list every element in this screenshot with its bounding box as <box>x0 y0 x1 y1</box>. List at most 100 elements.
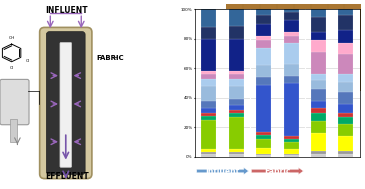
Text: Cl: Cl <box>9 66 14 70</box>
Bar <box>311 74 326 80</box>
Text: Effluent: Effluent <box>315 167 349 176</box>
Bar <box>229 113 244 117</box>
Bar <box>311 113 326 122</box>
Bar <box>256 40 271 48</box>
Bar <box>229 149 244 153</box>
Bar <box>338 154 353 157</box>
Bar <box>338 15 353 30</box>
Bar <box>229 110 244 113</box>
Bar <box>338 113 353 117</box>
Bar <box>229 9 244 26</box>
Bar <box>201 120 216 149</box>
FancyBboxPatch shape <box>186 0 365 117</box>
Bar <box>284 139 299 142</box>
Bar <box>229 86 244 99</box>
FancyBboxPatch shape <box>60 43 72 167</box>
Bar <box>256 139 271 148</box>
Bar <box>311 52 326 74</box>
Bar <box>201 71 216 74</box>
Bar <box>256 154 271 155</box>
Text: INFLUENT: INFLUENT <box>45 6 88 15</box>
Bar <box>338 92 353 104</box>
Bar <box>284 12 299 20</box>
Bar <box>338 74 353 82</box>
Bar <box>201 116 216 120</box>
FancyBboxPatch shape <box>0 79 29 125</box>
Bar <box>338 9 353 15</box>
Bar <box>311 17 326 32</box>
Bar <box>338 117 353 124</box>
Bar <box>229 71 244 74</box>
Bar <box>284 149 299 154</box>
Bar <box>201 154 216 157</box>
Bar <box>311 89 326 101</box>
Bar <box>256 155 271 157</box>
Bar <box>229 154 244 157</box>
Text: EFFLUENT: EFFLUENT <box>45 172 89 181</box>
Bar <box>284 9 299 12</box>
Bar <box>201 149 216 153</box>
Bar <box>338 151 353 154</box>
Bar <box>256 65 271 77</box>
Bar <box>338 82 353 92</box>
Bar <box>201 79 216 86</box>
Bar <box>256 48 271 65</box>
Bar <box>201 101 216 108</box>
Bar <box>229 39 244 71</box>
Bar <box>256 135 271 139</box>
Bar <box>311 40 326 52</box>
Bar <box>201 39 216 71</box>
Bar <box>229 26 244 39</box>
Bar <box>284 154 299 155</box>
FancyBboxPatch shape <box>40 27 92 179</box>
Bar <box>201 113 216 116</box>
Bar <box>256 36 271 40</box>
Bar <box>229 99 244 105</box>
Bar <box>256 77 271 85</box>
Bar <box>284 83 299 136</box>
Bar <box>284 20 299 32</box>
Bar <box>284 155 299 157</box>
Bar <box>338 30 353 43</box>
Bar <box>201 27 216 39</box>
Bar <box>229 153 244 154</box>
Bar <box>284 136 299 139</box>
Bar <box>311 133 326 151</box>
Bar <box>311 80 326 89</box>
Bar <box>256 24 271 36</box>
Bar <box>284 32 299 36</box>
Bar <box>201 86 216 101</box>
Bar <box>256 148 271 154</box>
Bar <box>311 108 326 113</box>
Text: FABRIC: FABRIC <box>97 56 124 61</box>
Bar <box>201 9 216 27</box>
Bar <box>311 9 326 17</box>
Bar <box>284 64 299 76</box>
Bar <box>338 136 353 151</box>
Bar <box>338 43 353 54</box>
Bar <box>201 108 216 113</box>
Bar <box>256 15 271 24</box>
Text: OH: OH <box>8 36 15 40</box>
Bar <box>256 85 271 132</box>
Text: Cl: Cl <box>26 59 30 63</box>
Bar <box>284 142 299 149</box>
Bar <box>311 151 326 154</box>
Bar <box>311 154 326 157</box>
Bar <box>229 74 244 79</box>
Bar <box>311 32 326 40</box>
Text: Fabric: Fabric <box>264 167 291 176</box>
Bar <box>229 117 244 149</box>
Bar <box>10 119 18 142</box>
Bar <box>229 79 244 86</box>
Bar <box>311 101 326 108</box>
FancyBboxPatch shape <box>46 32 85 174</box>
Bar <box>338 54 353 74</box>
Bar <box>201 74 216 79</box>
Bar <box>338 124 353 136</box>
Text: Influent: Influent <box>205 167 240 176</box>
Bar <box>338 104 353 113</box>
Bar <box>256 132 271 135</box>
Bar <box>284 36 299 43</box>
Bar <box>229 105 244 110</box>
